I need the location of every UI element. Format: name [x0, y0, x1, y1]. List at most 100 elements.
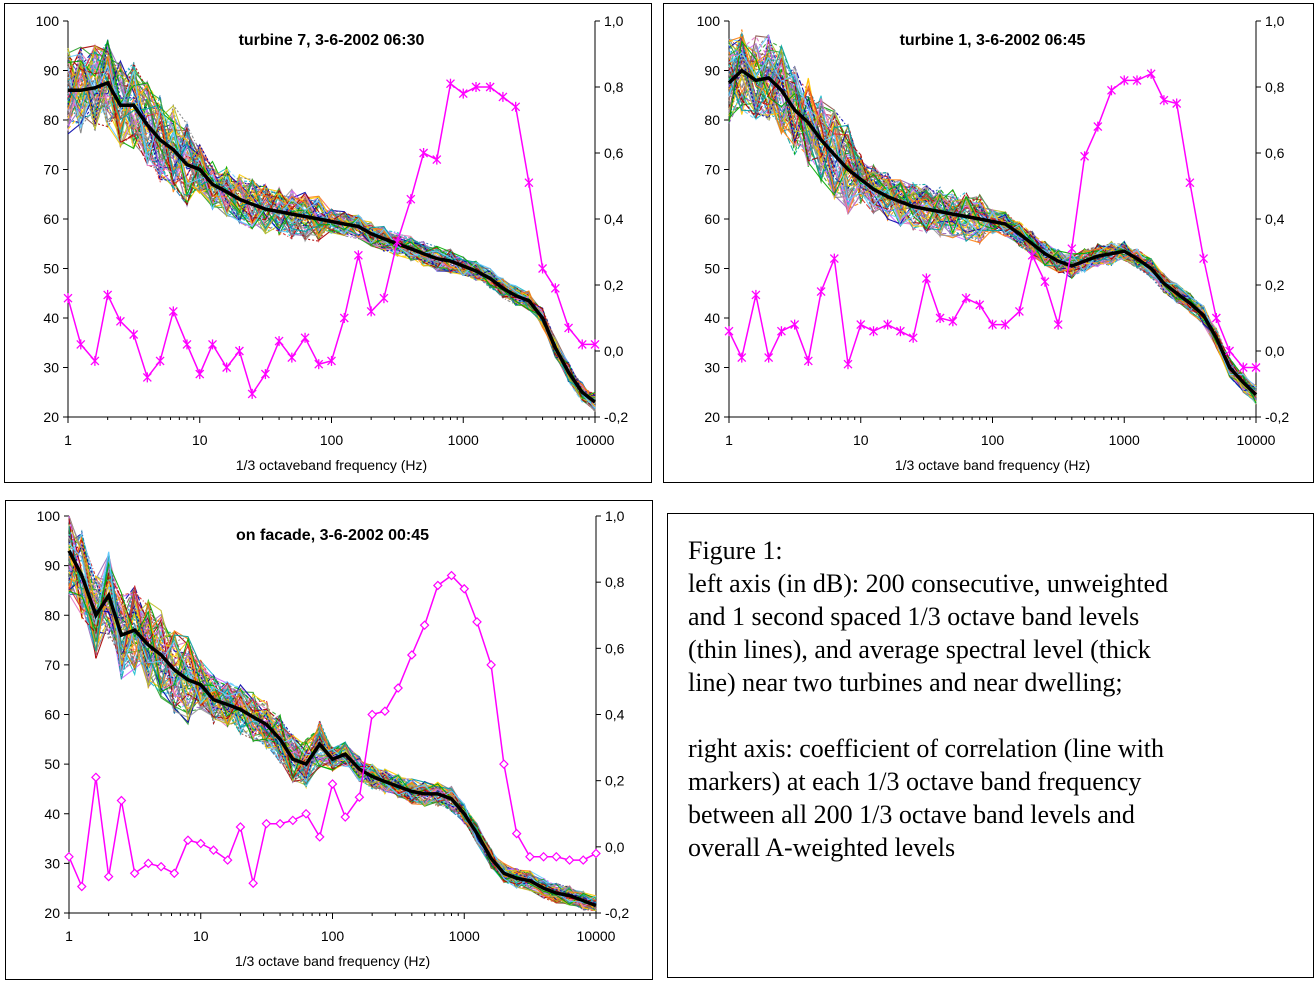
thin-spectrum-line: [68, 537, 597, 905]
x-tick-label: 1000: [449, 928, 480, 944]
correlation-point: [856, 319, 866, 330]
thin-spectrum-line: [68, 561, 597, 906]
correlation-point: [1251, 362, 1261, 373]
y2-tick-label: 0,4: [1265, 211, 1285, 227]
correlation-point: [1093, 121, 1103, 132]
correlation-point: [1225, 346, 1235, 356]
thin-spectrum-line: [68, 515, 597, 912]
thin-lines-group: [728, 29, 1257, 405]
correlation-point: [935, 313, 945, 323]
correlation-point: [458, 88, 468, 99]
thin-spectrum-line: [68, 520, 597, 912]
correlation-point: [115, 316, 125, 327]
y-tick-label: 80: [704, 112, 720, 128]
y2-tick-label: 0,0: [1265, 343, 1285, 359]
correlation-point: [195, 369, 205, 380]
thin-spectrum-line: [68, 533, 597, 908]
correlation-point: [895, 326, 905, 337]
thin-spectrum-line: [68, 532, 597, 907]
chart-title: on facade, 3-6-2002 00:45: [236, 527, 429, 544]
y-tick-label: 90: [43, 63, 59, 79]
correlation-point: [961, 293, 971, 304]
correlation-point: [234, 346, 244, 356]
y-tick-label: 100: [37, 508, 61, 524]
correlation-point: [366, 306, 376, 317]
correlation-point: [274, 336, 284, 347]
y2-tick-label: 0,6: [1265, 145, 1285, 161]
thin-spectrum-line: [728, 40, 1257, 404]
correlation-point: [90, 355, 100, 366]
correlation-point: [182, 339, 192, 350]
x-tick-label: 10000: [1237, 432, 1276, 448]
correlation-point: [843, 359, 853, 370]
thin-spectrum-line: [68, 526, 597, 906]
correlation-point: [327, 355, 336, 366]
correlation-point: [91, 772, 101, 783]
x-tick-label: 10: [192, 432, 208, 448]
thin-spectrum-line: [68, 557, 597, 910]
correlation-point: [446, 570, 457, 581]
correlation-point: [908, 332, 918, 343]
thin-lines-group: [68, 515, 597, 912]
chart-svg: 20 30 40 50 60 70 80 90 100 -0,2 0,0 0,2 0,4 0,6 0,8 1,…: [37, 508, 630, 969]
correlation-point: [300, 332, 310, 343]
correlation-point: [1000, 319, 1010, 330]
y2-tick-label: 0,6: [605, 640, 625, 656]
correlation-point: [1014, 306, 1024, 317]
correlation-point: [1119, 75, 1129, 86]
thin-spectrum-line: [67, 53, 596, 409]
thin-spectrum-line: [67, 64, 596, 404]
correlation-point: [103, 871, 114, 882]
y2-tick-label: 1,0: [1265, 13, 1285, 29]
correlation-point: [499, 759, 509, 769]
correlation-point: [724, 326, 734, 337]
correlation-point: [393, 683, 404, 693]
correlation-point: [524, 177, 534, 188]
y-tick-label: 60: [43, 211, 59, 227]
thin-spectrum-line: [67, 69, 596, 400]
thin-spectrum-line: [728, 54, 1257, 393]
y2-tick-label: 0,4: [605, 707, 625, 723]
thin-spectrum-line: [68, 578, 597, 909]
correlation-point: [1067, 243, 1077, 254]
x-tick-label: 10000: [577, 928, 616, 944]
correlation-point: [76, 881, 87, 892]
thin-spectrum-line: [67, 54, 596, 395]
thin-spectrum-line: [728, 33, 1257, 396]
x-tick-label: 1000: [448, 432, 479, 448]
thin-spectrum-line: [68, 536, 597, 901]
caption-line: markers) at each 1/3 octave band frequen…: [688, 767, 1142, 796]
correlation-point: [339, 313, 349, 323]
y-tick-label: 40: [704, 310, 720, 326]
y2-tick-label: 0,8: [1265, 79, 1285, 95]
thin-spectrum-line: [68, 515, 597, 910]
caption-line: between all 200 1/3 octave band levels a…: [688, 800, 1135, 829]
y2-tick-label: 0,8: [604, 79, 624, 95]
chart-svg: 20 30 40 50 60 70 80 90 100 -0,2 0,0 0,2 0,4 0,6 0,8 1,…: [697, 13, 1290, 473]
correlation-point: [590, 339, 600, 350]
correlation-point: [419, 148, 429, 158]
correlation-point: [550, 283, 560, 294]
correlation-point: [261, 818, 272, 829]
correlation-point: [76, 339, 86, 350]
correlation-point: [406, 650, 417, 660]
correlation-point: [1172, 98, 1182, 109]
chart-title: turbine 7, 3-6-2002 06:30: [239, 32, 425, 49]
thin-spectrum-line: [68, 538, 597, 904]
correlation-point: [1146, 68, 1156, 79]
correlation-point: [471, 82, 481, 92]
thin-spectrum-line: [68, 536, 597, 912]
y2-tick-label: 1,0: [605, 508, 625, 524]
y-tick-label: 40: [44, 806, 60, 822]
y-tick-label: 20: [43, 409, 59, 425]
correlation-point: [988, 319, 997, 330]
thin-spectrum-line: [67, 48, 596, 401]
y2-tick-label: -0,2: [605, 905, 629, 921]
y-tick-label: 100: [36, 13, 60, 29]
correlation-point: [578, 855, 589, 865]
y-tick-label: 70: [44, 657, 60, 673]
chart-title: turbine 1, 3-6-2002 06:45: [900, 32, 1086, 49]
y-tick-label: 20: [44, 905, 60, 921]
correlation-point: [1053, 319, 1063, 330]
average-spectrum-line: [67, 549, 597, 908]
